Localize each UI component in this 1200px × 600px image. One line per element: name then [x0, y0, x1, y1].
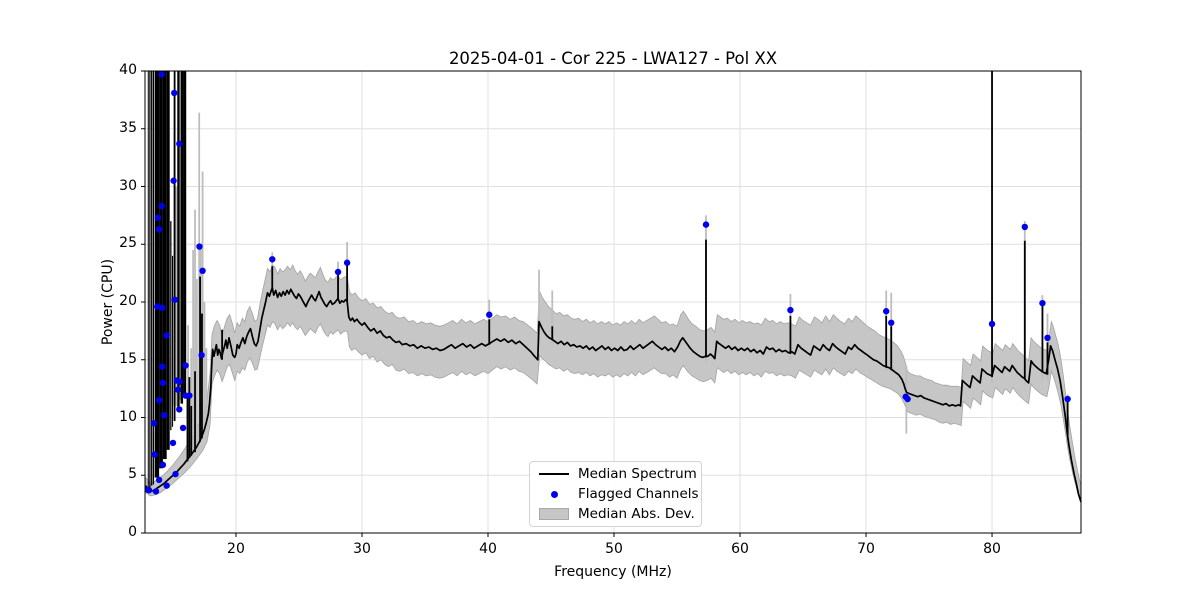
- median-line-sample-icon: [538, 473, 570, 475]
- x-tick-label: 50: [605, 541, 623, 557]
- x-tick-label: 60: [731, 541, 749, 557]
- x-tick-label: 70: [857, 541, 875, 557]
- plot-title: 2025-04-01 - Cor 225 - LWA127 - Pol XX: [448, 49, 778, 68]
- axes-frame: [141, 70, 1082, 537]
- median-line: [145, 287, 1082, 503]
- rfi-bars: [147, 71, 187, 488]
- legend-label: Flagged Channels: [578, 486, 699, 502]
- x-tick-label: 20: [227, 541, 245, 557]
- legend-label: Median Spectrum: [578, 466, 697, 482]
- legend-item-flagged-channels: Flagged Channels: [538, 484, 699, 504]
- y-tick-label: 0: [128, 524, 137, 540]
- legend-label: Median Abs. Dev.: [578, 506, 695, 522]
- y-tick-label: 15: [119, 350, 137, 367]
- flagged-dots: [144, 71, 1071, 495]
- x-tick-label: 80: [983, 541, 1001, 557]
- x-tick-label: 40: [479, 541, 497, 557]
- y-tick-label: 40: [119, 62, 137, 78]
- y-tick-label: 25: [119, 235, 137, 252]
- y-tick-label: 10: [119, 408, 137, 425]
- y-tick-label: 35: [119, 119, 137, 136]
- x-axis-label: Frequency (MHz): [554, 564, 672, 580]
- x-tick-label: 30: [353, 541, 371, 557]
- legend-item-mad: Median Abs. Dev.: [538, 504, 697, 524]
- flagged-dot-sample-icon: [538, 490, 570, 498]
- y-tick-label: 20: [119, 293, 137, 309]
- legend-box: Median Spectrum Flagged Channels Median …: [529, 461, 702, 527]
- y-tick-label: 30: [119, 177, 137, 194]
- y-tick-label: 5: [128, 466, 137, 483]
- mad-patch-sample-icon: [538, 508, 570, 520]
- legend-item-median-spectrum: Median Spectrum: [538, 464, 697, 484]
